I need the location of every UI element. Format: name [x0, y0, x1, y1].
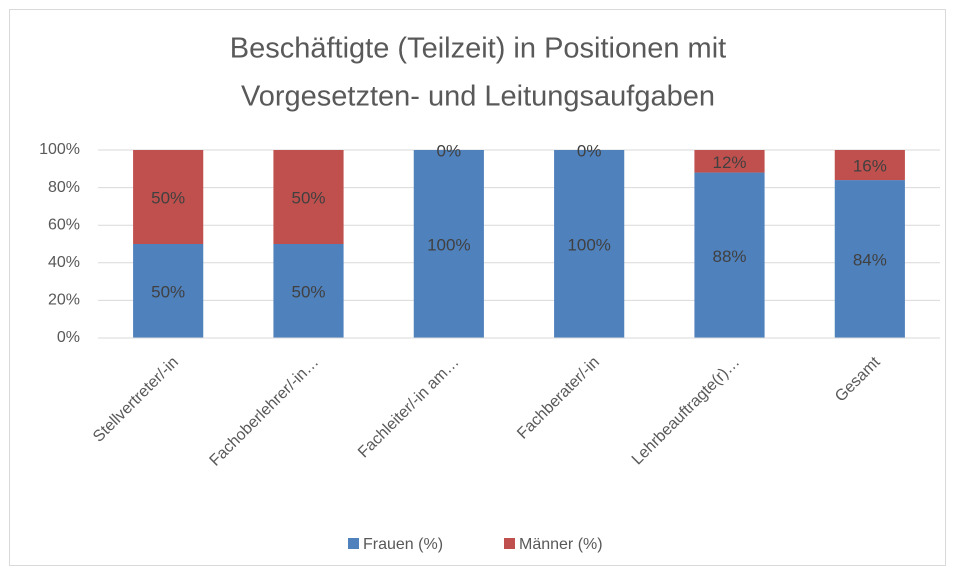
bar-segment [133, 244, 204, 338]
chart-title: Beschäftigte (Teilzeit) in Positionen mi… [230, 33, 726, 65]
bar-segment [273, 244, 344, 338]
data-label: 12% [712, 153, 746, 172]
bar-segment [554, 150, 625, 338]
bar-segment [273, 150, 344, 244]
data-label: 100% [427, 235, 470, 254]
y-tick-label: 80% [48, 179, 80, 196]
bar-segment [133, 150, 204, 244]
y-tick-label: 0% [57, 329, 80, 346]
bar-segment [694, 172, 765, 338]
data-label: 84% [853, 251, 887, 270]
bar-segment [834, 180, 905, 338]
y-tick-label: 20% [48, 292, 80, 309]
legend-label: Frauen (%) [363, 536, 443, 553]
bar-segment [834, 150, 905, 181]
data-label: 16% [853, 157, 887, 176]
legend-swatch [348, 538, 359, 549]
data-label: 0% [577, 141, 602, 160]
y-tick-label: 100% [39, 141, 80, 158]
y-tick-label: 40% [48, 254, 80, 271]
data-label: 88% [712, 247, 746, 266]
bar-segment [413, 150, 484, 338]
bar-segment [694, 150, 765, 173]
legend-swatch [504, 538, 515, 549]
y-tick-label: 60% [48, 216, 80, 233]
data-label: 0% [437, 141, 462, 160]
data-label: 50% [291, 188, 325, 207]
data-label: 50% [291, 282, 325, 301]
legend-label: Männer (%) [519, 536, 603, 553]
data-label: 50% [151, 188, 185, 207]
chart-title: Vorgesetzten- und Leitungsaufgaben [241, 81, 715, 113]
data-label: 50% [151, 282, 185, 301]
data-label: 100% [567, 235, 610, 254]
